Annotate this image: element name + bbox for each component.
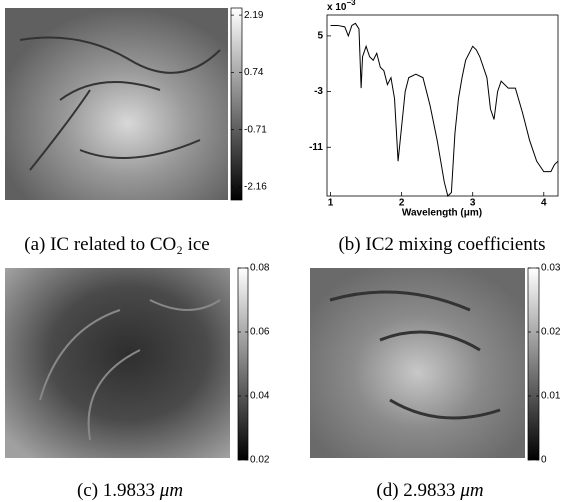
caption: (b) IC2 mixing coefficients (338, 234, 545, 255)
y-tick-label: 5 (317, 31, 323, 42)
colorbar-tick-label: 0.74 (244, 67, 264, 78)
plot-frame (326, 14, 559, 197)
x-tick-label: 1 (328, 198, 334, 209)
colorbar-tick-label: 0.08 (250, 263, 270, 274)
colorbar-tick-label: 2.19 (244, 10, 264, 21)
colorbar-tick-label: 0.02 (250, 455, 270, 466)
y-tick-label: -3 (314, 86, 323, 97)
x-tick-label: 3 (470, 198, 476, 209)
spectrum-line (330, 22, 559, 197)
multiplier-base: x 10 (327, 2, 347, 13)
colorbar-tick-label: 0.03 (541, 263, 561, 274)
caption: (d) 2.9833 μm (376, 480, 483, 501)
caption: (a) IC related to CO₂ ice (24, 234, 209, 255)
multiplier-exponent: −3 (346, 0, 356, 7)
colorbar (230, 7, 243, 201)
colorbar (237, 267, 249, 461)
image-d (310, 268, 525, 458)
image-c-texture (39, 299, 221, 441)
colorbar-tick-label: -2.16 (244, 182, 267, 193)
caption-text: (c) 1.9833 (77, 480, 155, 501)
colorbar-tick-label: 0.06 (250, 327, 270, 338)
x-tick-label: 2 (399, 198, 405, 209)
colorbar-tick-label: -0.71 (244, 124, 267, 135)
caption-text: (d) 2.9833 (376, 480, 455, 501)
image-a-texture (19, 36, 221, 171)
colorbar-tick-label: 0.02 (541, 327, 561, 338)
y-tick-label: -11 (309, 142, 323, 153)
caption-unit: μm (459, 480, 483, 501)
caption: (c) 1.9833 μm (77, 480, 183, 501)
image-a (5, 8, 228, 200)
colorbar-tick-label: 0 (541, 455, 547, 466)
x-tick-label: 4 (541, 198, 547, 209)
colorbar-tick-label: 0.01 (541, 391, 561, 402)
caption-unit: μm (159, 480, 183, 501)
image-d-texture (329, 290, 501, 420)
multiplier: x 10−3 (327, 0, 356, 13)
x-axis-label: Wavelength (μm) (402, 208, 482, 219)
colorbar (527, 267, 540, 461)
colorbar-tick-label: 0.04 (250, 391, 270, 402)
